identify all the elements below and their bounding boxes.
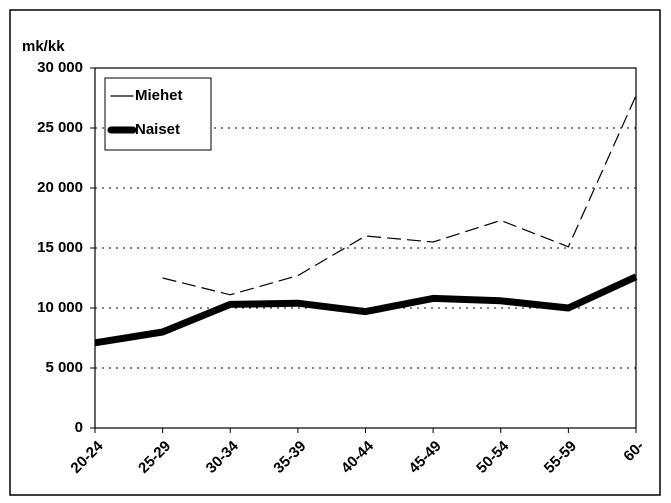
y-tick-label: 20 000 bbox=[37, 179, 83, 196]
y-tick-label: 10 000 bbox=[37, 299, 83, 316]
y-axis-label: mk/kk bbox=[22, 38, 65, 55]
y-tick-label: 25 000 bbox=[37, 119, 83, 136]
x-tick-label: 35-39 bbox=[270, 438, 309, 477]
legend-label: Miehet bbox=[135, 87, 183, 104]
series-line bbox=[94, 273, 638, 347]
x-tick-label: 55-59 bbox=[541, 438, 580, 477]
legend-box bbox=[104, 77, 212, 151]
series-line bbox=[162, 95, 637, 296]
x-tick-label: 25-29 bbox=[135, 438, 174, 477]
chart-frame bbox=[9, 9, 661, 496]
y-tick-label: 30 000 bbox=[37, 59, 83, 76]
x-tick-label: 50-54 bbox=[473, 437, 513, 477]
x-tick-label: 20-24 bbox=[67, 437, 107, 477]
y-tick-label: 0 bbox=[75, 419, 83, 436]
legend-label: Naiset bbox=[135, 121, 180, 138]
x-tick-label: 60- bbox=[620, 438, 647, 465]
x-tick-label: 40-44 bbox=[338, 437, 378, 477]
x-tick-label: 45-49 bbox=[406, 438, 445, 477]
y-tick-label: 15 000 bbox=[37, 239, 83, 256]
y-tick-label: 5 000 bbox=[45, 359, 83, 376]
x-tick-label: 30-34 bbox=[203, 437, 243, 477]
